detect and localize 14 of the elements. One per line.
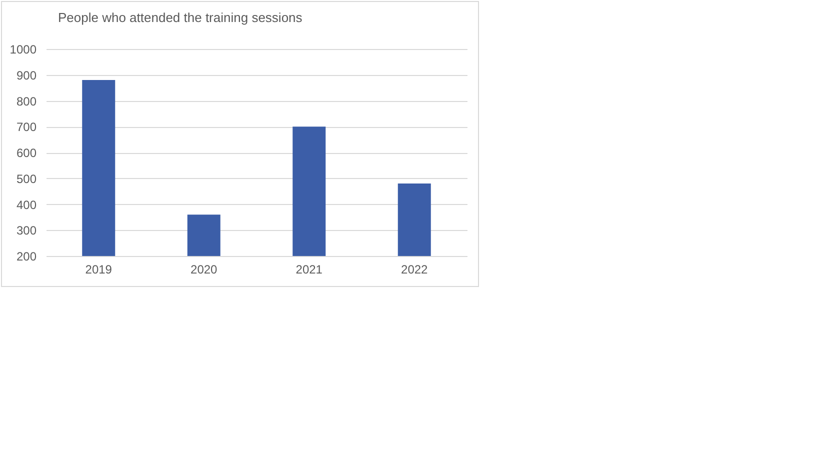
x-tick-label: 2022	[401, 262, 428, 276]
y-tick-label: 300	[16, 224, 37, 238]
y-tick-label: 900	[16, 68, 37, 82]
x-tick-label: 2020	[190, 262, 218, 276]
y-tick-label: 800	[16, 94, 37, 108]
y-tick-label: 1000	[10, 42, 37, 56]
y-tick-label: 200	[16, 250, 37, 264]
y-tick-label: 500	[16, 172, 37, 186]
x-tick-label: 2021	[296, 262, 323, 276]
y-tick-label: 600	[16, 146, 37, 160]
x-tick-label: 2019	[85, 262, 112, 276]
chart-title: People who attended the training sessions	[58, 10, 303, 25]
y-tick-label: 700	[16, 120, 37, 134]
y-tick-label: 400	[16, 198, 37, 212]
